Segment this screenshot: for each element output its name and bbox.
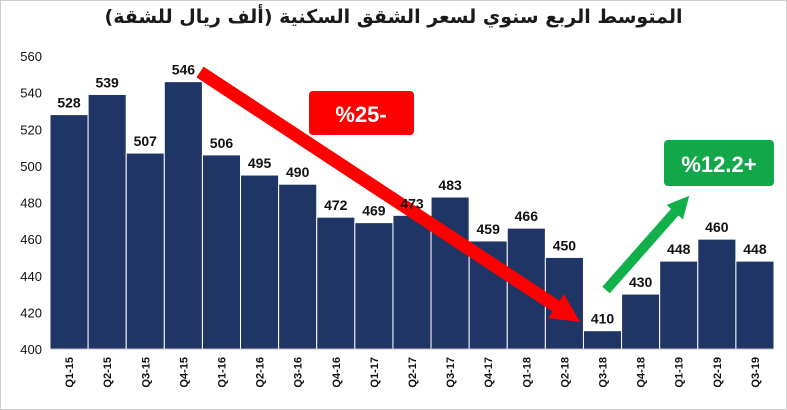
data-label: 528 bbox=[57, 95, 81, 111]
bar-Q1-16 bbox=[201, 154, 242, 350]
y-tick-label: 460 bbox=[20, 232, 42, 247]
chart-title: المتوسط الربع سنوي لسعر الشقق السكنية (أ… bbox=[104, 6, 683, 28]
rise-badge-text: %12.2+ bbox=[681, 152, 756, 177]
data-label: 546 bbox=[172, 62, 196, 78]
data-label: 466 bbox=[515, 208, 539, 224]
data-label: 507 bbox=[134, 133, 158, 149]
data-label: 460 bbox=[705, 219, 729, 235]
y-tick-label: 440 bbox=[20, 269, 42, 284]
x-tick-label: Q4-16 bbox=[331, 357, 343, 388]
bar-Q4-18 bbox=[621, 293, 661, 350]
x-tick-label: Q1-16 bbox=[216, 357, 228, 388]
bar-Q1-15 bbox=[49, 114, 89, 350]
x-tick-label: Q1-18 bbox=[521, 357, 533, 388]
bar-Q3-18 bbox=[582, 330, 623, 350]
bar-Q2-15 bbox=[87, 93, 127, 350]
bar-Q3-16 bbox=[278, 183, 318, 350]
rise-arrow bbox=[602, 195, 690, 294]
data-label: 472 bbox=[324, 197, 348, 213]
data-label: 430 bbox=[629, 274, 653, 290]
data-label: 450 bbox=[553, 237, 577, 253]
data-label: 490 bbox=[286, 164, 310, 180]
y-tick-label: 400 bbox=[20, 342, 42, 357]
bar-Q4-15 bbox=[163, 81, 203, 350]
data-label: 469 bbox=[362, 203, 386, 219]
bar-Q4-16 bbox=[316, 216, 356, 350]
y-tick-label: 480 bbox=[20, 196, 42, 211]
x-tick-label: Q2-19 bbox=[712, 357, 724, 388]
x-tick-label: Q3-17 bbox=[445, 357, 457, 388]
decline-badge bbox=[309, 91, 414, 135]
bar-Q1-17 bbox=[354, 222, 394, 350]
decline-badge-text: %25- bbox=[335, 102, 386, 127]
data-label: 448 bbox=[667, 241, 691, 257]
data-label: 459 bbox=[477, 221, 501, 237]
data-label: 448 bbox=[743, 241, 767, 257]
x-tick-label: Q2-15 bbox=[102, 357, 114, 388]
x-tick-label: Q1-19 bbox=[674, 357, 686, 388]
bar-Q2-19 bbox=[697, 238, 737, 350]
data-label: 539 bbox=[95, 74, 119, 90]
x-tick-label: Q1-17 bbox=[369, 357, 381, 388]
y-tick-label: 540 bbox=[20, 86, 42, 101]
data-label: 495 bbox=[248, 155, 272, 171]
data-label: 473 bbox=[400, 195, 424, 211]
bar-Q1-19 bbox=[659, 260, 699, 350]
data-label: 410 bbox=[591, 311, 615, 327]
bar-Q3-19 bbox=[735, 260, 775, 350]
y-tick-label: 560 bbox=[20, 49, 42, 64]
x-tick-label: Q1-15 bbox=[64, 357, 76, 388]
decline-arrow bbox=[196, 66, 580, 322]
y-tick-label: 520 bbox=[20, 122, 42, 137]
rise-badge bbox=[664, 140, 774, 186]
x-tick-label: Q2-16 bbox=[255, 357, 267, 388]
x-tick-label: Q2-18 bbox=[559, 357, 571, 388]
x-tick-label: Q4-17 bbox=[483, 357, 495, 388]
y-tick-label: 420 bbox=[20, 305, 42, 320]
bar-Q2-17 bbox=[392, 214, 432, 350]
x-tick-label: Q4-15 bbox=[178, 357, 190, 388]
bar-Q2-16 bbox=[240, 174, 280, 350]
x-tick-label: Q4-18 bbox=[636, 357, 648, 388]
x-tick-label: Q3-19 bbox=[750, 357, 762, 388]
x-tick-label: Q3-15 bbox=[140, 357, 152, 388]
x-tick-label: Q2-17 bbox=[407, 357, 419, 388]
data-label: 506 bbox=[210, 135, 234, 151]
data-label: 483 bbox=[438, 177, 462, 193]
y-tick-label: 500 bbox=[20, 159, 42, 174]
bar-Q3-17 bbox=[430, 196, 470, 350]
x-tick-label: Q3-16 bbox=[293, 357, 305, 388]
x-tick-label: Q3-18 bbox=[598, 357, 610, 388]
bar-Q3-15 bbox=[125, 152, 165, 350]
